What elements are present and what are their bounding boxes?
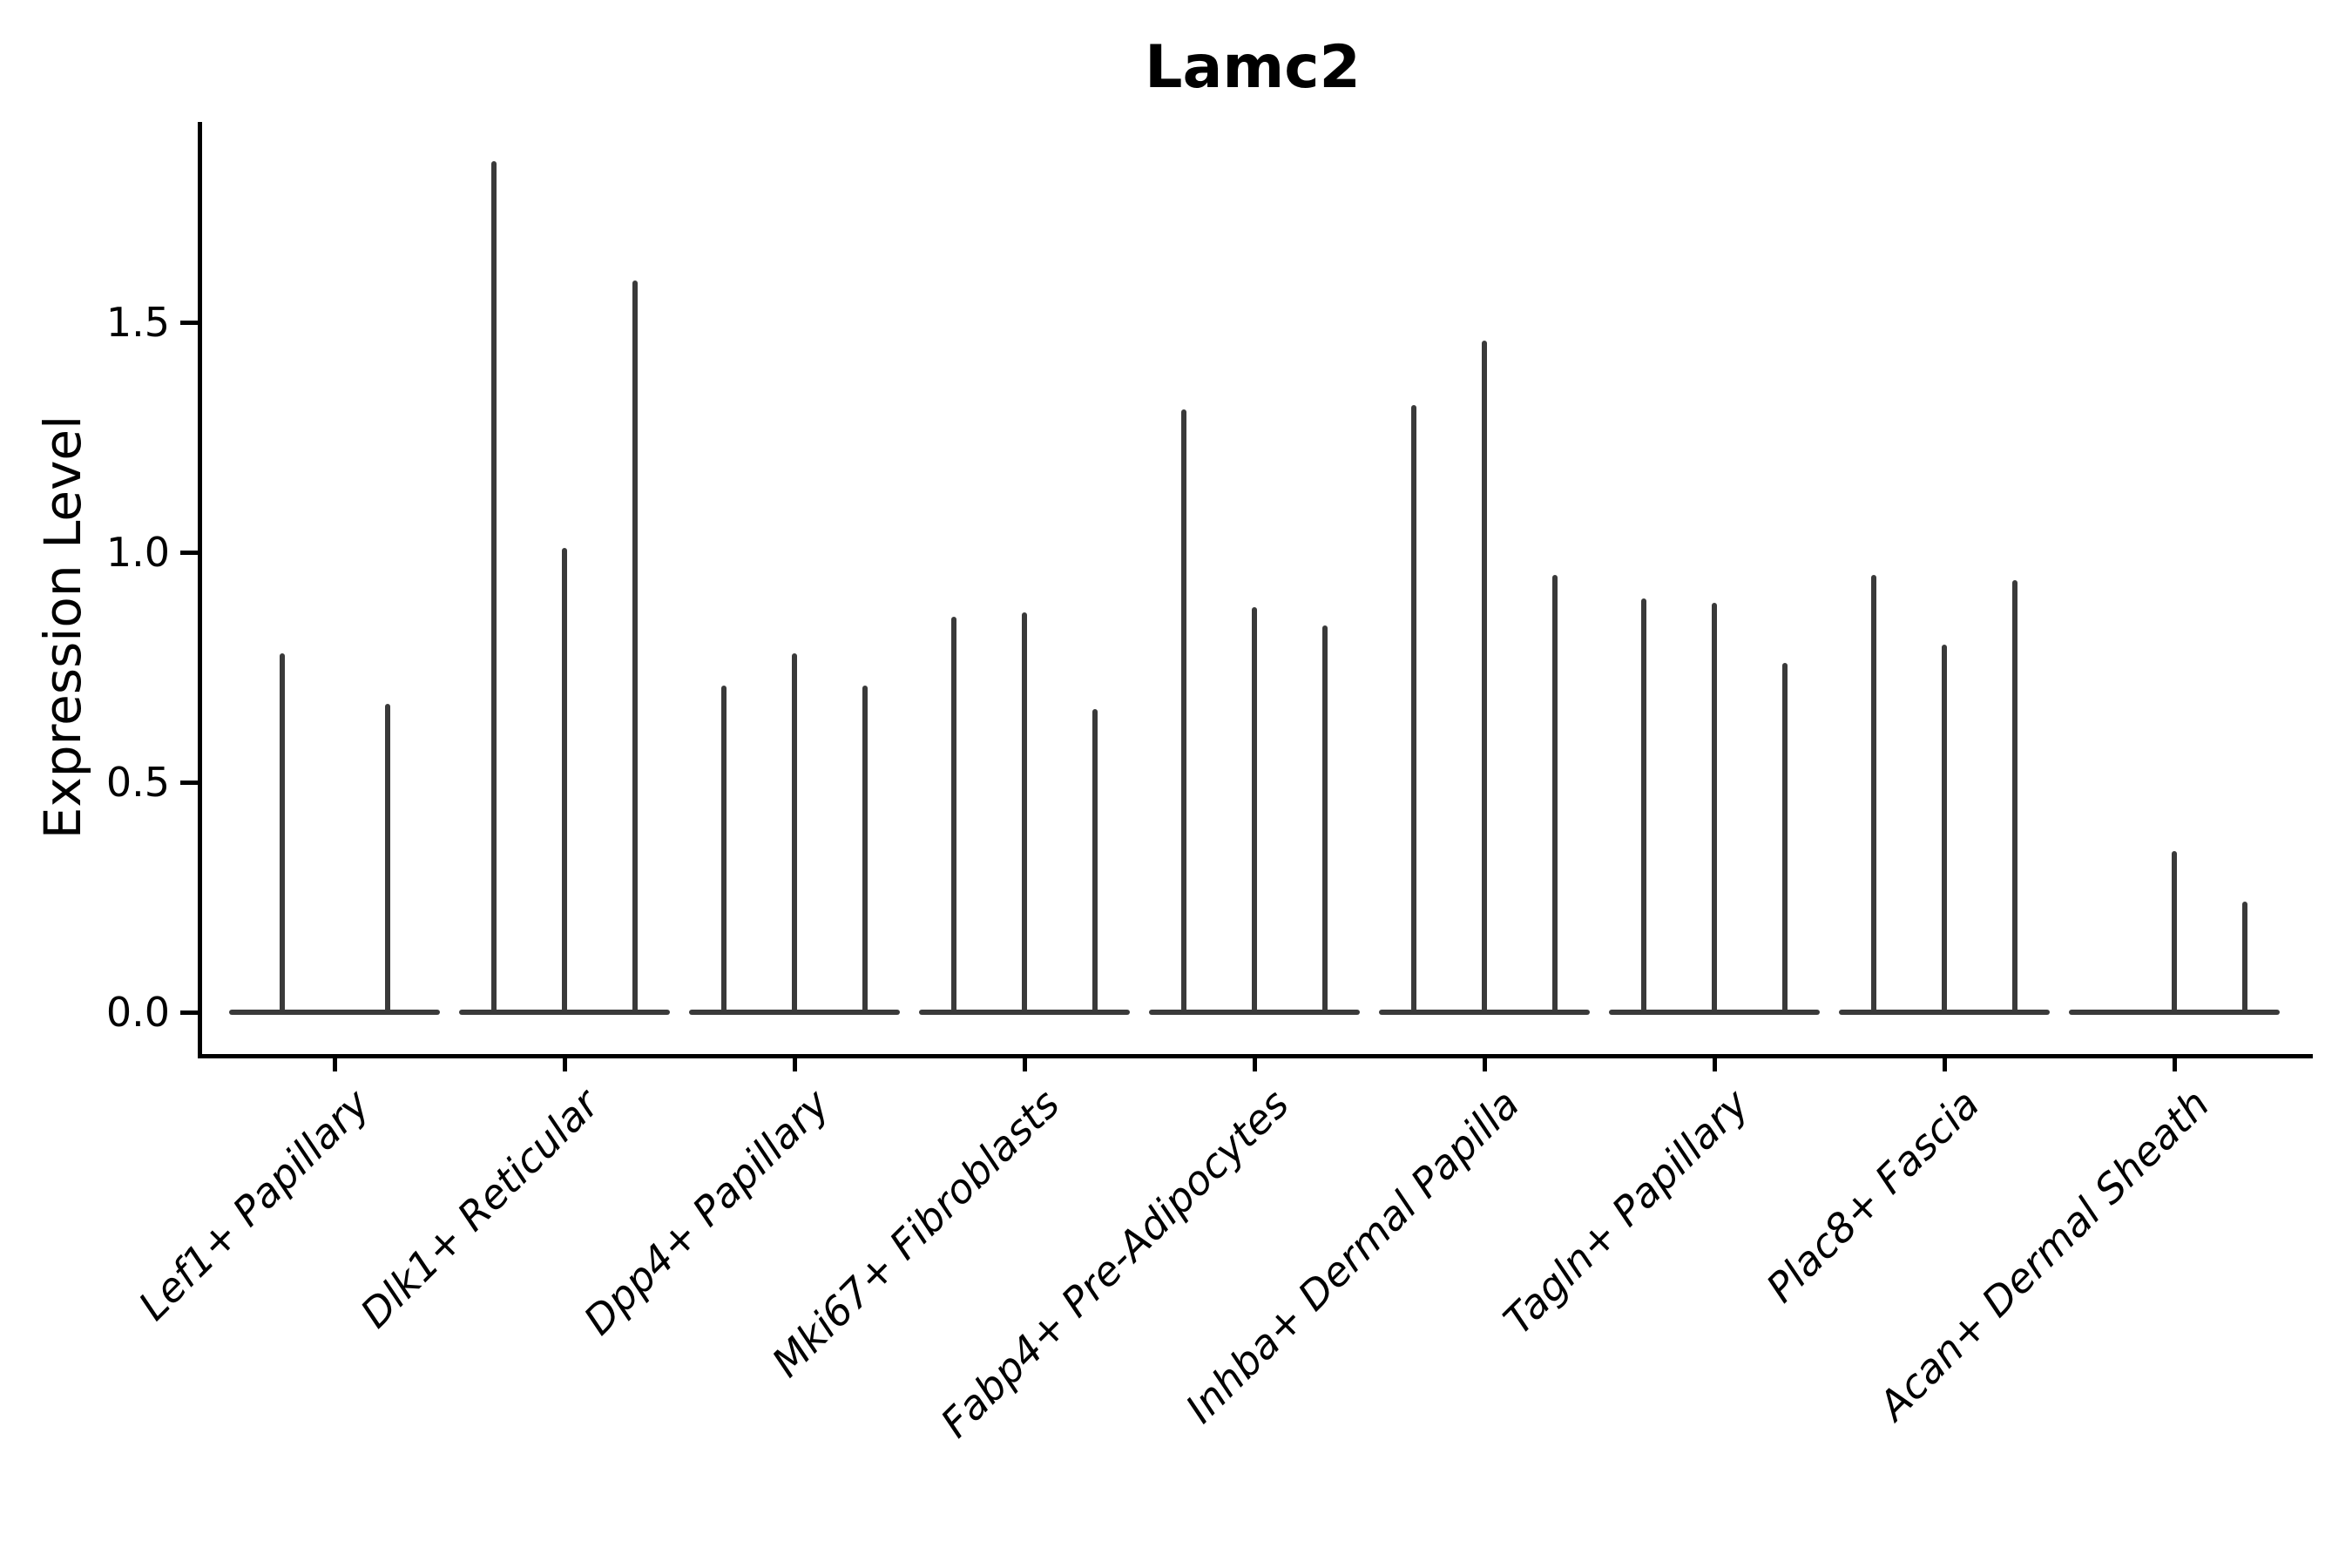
x-tick-label: Dpp4+ Papillary [574,1080,839,1344]
violin-spike [279,653,285,1012]
violin-spike [1712,603,1717,1012]
violin-spike [1022,612,1027,1012]
violin-spike [632,280,638,1012]
violin-spike [562,547,567,1012]
violin-baseline [1609,1010,1820,1015]
x-tick-mark [332,1054,337,1071]
y-tick-mark [180,320,198,325]
violin-spike [384,704,390,1012]
violin-spike [1781,662,1788,1012]
y-tick-label: 0.5 [105,759,170,806]
violin-baseline [459,1010,670,1015]
violin-spike [951,616,957,1012]
violin-spike [1321,625,1328,1012]
violin-baseline [229,1010,440,1015]
violin-spike [491,161,497,1012]
x-tick-mark [1252,1054,1257,1071]
violin-spike [1181,409,1187,1012]
violin-baseline [1379,1010,1590,1015]
violin-baseline [919,1010,1130,1015]
violin-baseline [2069,1010,2280,1015]
violin-baseline [689,1010,900,1015]
violin-spike [1551,575,1558,1012]
violin-spike [1092,708,1098,1012]
violin-baseline [1149,1010,1360,1015]
violin-spike [1252,607,1257,1012]
x-tick-mark [562,1054,567,1071]
violin-baseline [1839,1010,2050,1015]
x-tick-label: Dlk1+ Reticular [351,1080,609,1337]
violin-spike [1942,644,1947,1012]
x-tick-label: Plac8+ Fascia [1756,1080,1989,1312]
violin-spike [1641,598,1647,1012]
violin-spike [792,653,797,1012]
y-tick-mark [180,550,198,555]
violin-spike [1482,341,1487,1012]
violin-spike [2172,851,2177,1012]
y-tick-mark [180,780,198,785]
x-tick-label: Lef1+ Papillary [129,1080,379,1329]
x-tick-mark [1712,1054,1717,1071]
y-tick-label: 0.0 [105,989,170,1036]
y-tick-label: 1.5 [105,299,170,346]
violin-spike [1871,575,1877,1012]
violin-spike [2241,902,2247,1012]
y-tick-label: 1.0 [105,529,170,576]
x-tick-mark [792,1054,797,1071]
x-tick-mark [1022,1054,1027,1071]
y-tick-mark [180,1010,198,1015]
x-tick-mark [1482,1054,1487,1071]
violin-spike [721,686,727,1012]
violin-spike [862,686,868,1012]
chart-title: Lamc2 [1145,33,1361,102]
x-tick-mark [1942,1054,1947,1071]
x-tick-label: Tagln+ Papillary [1494,1080,1759,1344]
violin-spike [2011,579,2017,1012]
x-tick-mark [2172,1054,2177,1071]
violin-spike [1411,405,1417,1012]
